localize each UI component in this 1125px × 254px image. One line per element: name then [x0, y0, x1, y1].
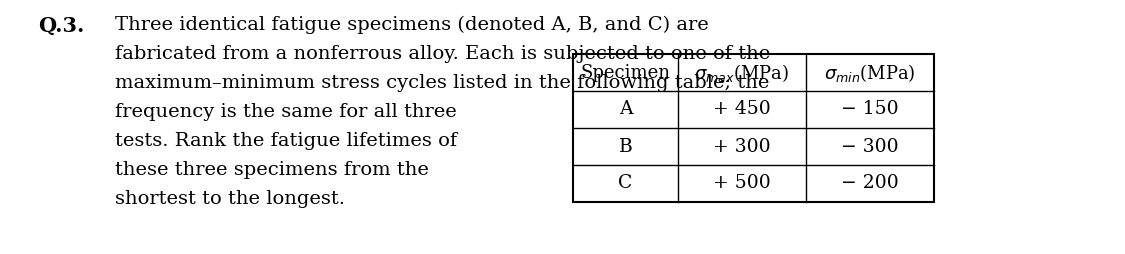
- Bar: [573, 54, 934, 202]
- Text: fabricated from a nonferrous alloy. Each is subjected to one of the: fabricated from a nonferrous alloy. Each…: [115, 45, 771, 63]
- Text: Q.3.: Q.3.: [38, 16, 84, 36]
- Text: these three specimens from the: these three specimens from the: [115, 161, 429, 179]
- Text: tests. Rank the fatigue lifetimes of: tests. Rank the fatigue lifetimes of: [115, 132, 457, 150]
- Text: Three identical fatigue specimens (denoted A, B, and C) are: Three identical fatigue specimens (denot…: [115, 16, 709, 34]
- Text: − 150: − 150: [842, 101, 899, 119]
- Text: + 500: + 500: [713, 174, 771, 193]
- Text: + 450: + 450: [713, 101, 771, 119]
- Text: A: A: [619, 101, 632, 119]
- Text: shortest to the longest.: shortest to the longest.: [115, 190, 345, 208]
- Text: − 200: − 200: [842, 174, 899, 193]
- Text: $\sigma_{min}$(MPa): $\sigma_{min}$(MPa): [825, 61, 916, 84]
- Text: Specimen: Specimen: [580, 64, 670, 82]
- Text: maximum–minimum stress cycles listed in the following table; the: maximum–minimum stress cycles listed in …: [115, 74, 770, 92]
- Text: frequency is the same for all three: frequency is the same for all three: [115, 103, 457, 121]
- Text: + 300: + 300: [713, 137, 771, 155]
- Text: C: C: [619, 174, 632, 193]
- Text: − 300: − 300: [842, 137, 899, 155]
- Text: $\sigma_{max}$(MPa): $\sigma_{max}$(MPa): [694, 61, 790, 84]
- Text: B: B: [619, 137, 632, 155]
